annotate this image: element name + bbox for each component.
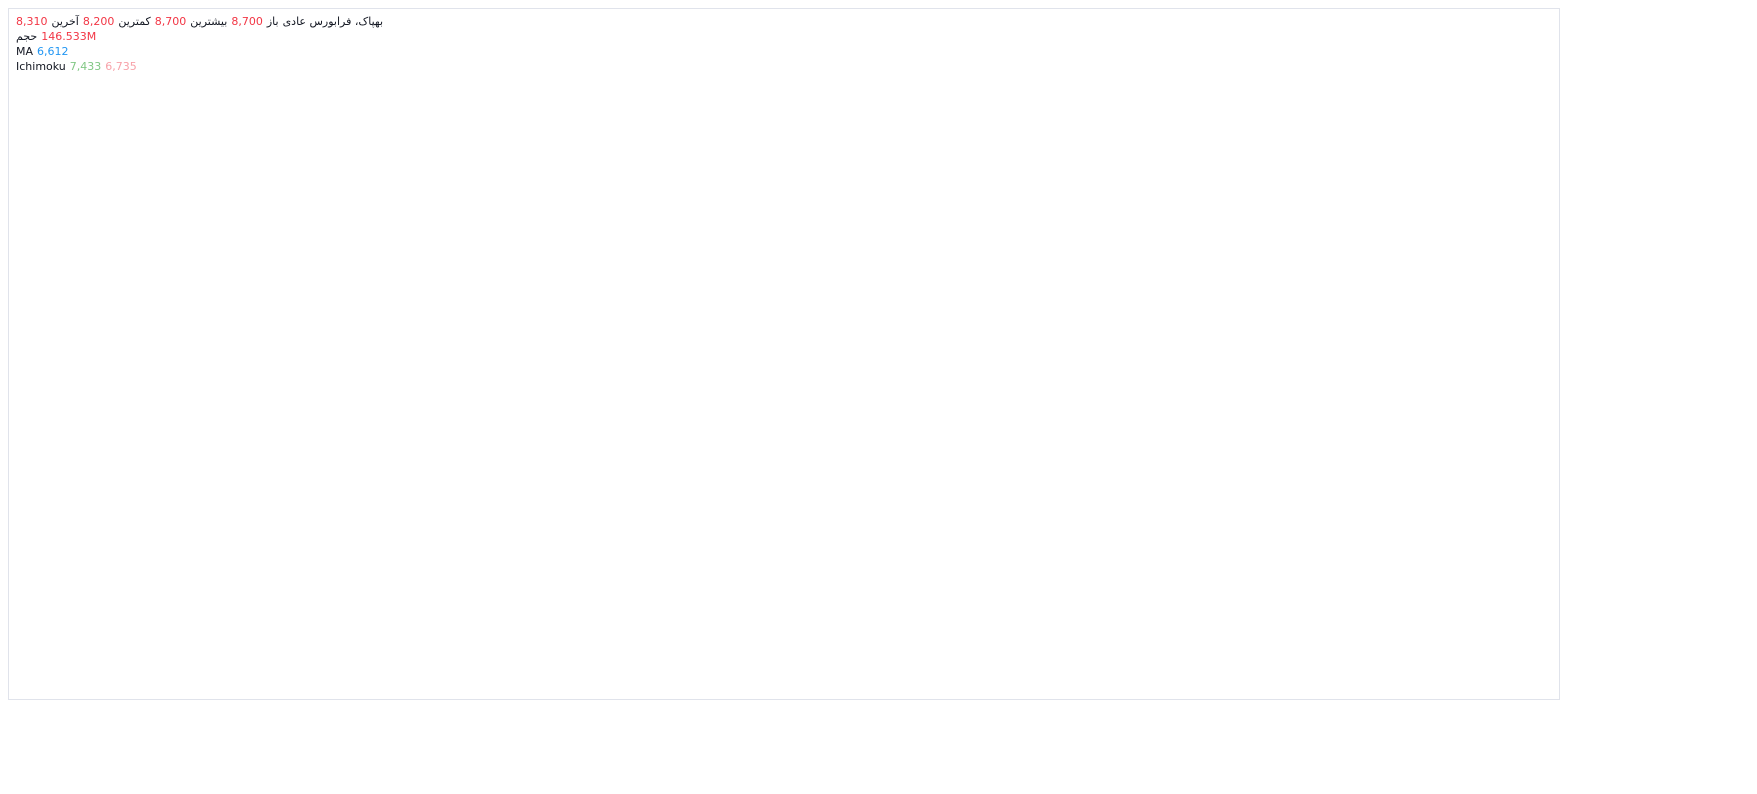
ma: 6,612	[37, 45, 69, 58]
ichimoku-row: Ichimoku 7,433 6,735	[16, 59, 383, 74]
label: باز	[266, 15, 279, 28]
ma-row: MA 6,612	[16, 44, 383, 59]
low: 8,200	[82, 15, 115, 28]
open: 8,700	[231, 15, 263, 28]
last: 8,310	[16, 15, 48, 28]
high: 8,700	[154, 15, 187, 28]
label: MA	[16, 45, 34, 58]
symbol: بهپاک، فرابورس عادی	[282, 15, 384, 28]
frame	[8, 8, 1560, 700]
volume: 146.533M	[41, 30, 97, 43]
label: کمترین	[118, 15, 151, 28]
ichimoku-a: 7,433	[69, 60, 102, 73]
ichimoku-b: 6,735	[105, 60, 137, 73]
label: Ichimoku	[16, 60, 66, 73]
label: بیشترین	[190, 15, 228, 28]
volume-row: حجم 146.533M	[16, 29, 383, 44]
label: آخرین	[51, 15, 79, 28]
legend: 8,310 آخرین 8,200 کمترین 8,700 بیشترین 8,700 با…	[16, 14, 383, 74]
label: حجم	[16, 30, 38, 43]
ohlc-row: 8,310 آخرین 8,200 کمترین 8,700 بیشترین 8,700 با…	[16, 14, 383, 29]
